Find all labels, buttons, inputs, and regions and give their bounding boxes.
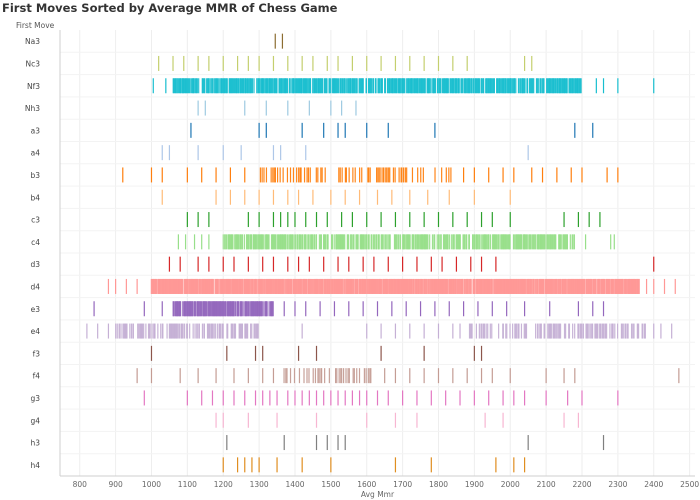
row-label-Nh3: Nh3 (25, 104, 40, 113)
row-label-e4: e4 (31, 327, 41, 336)
x-tick-label: 1100 (178, 480, 197, 489)
x-tick-label: 1300 (250, 480, 269, 489)
row-label-Na3: Na3 (25, 37, 40, 46)
x-axis-label: Avg Mmr (361, 490, 395, 499)
row-label-g3: g3 (30, 394, 40, 403)
x-tick-label: 2400 (644, 480, 663, 489)
row-label-b4: b4 (30, 193, 40, 202)
x-tick-label: 1500 (321, 480, 340, 489)
x-tick-label: 1700 (393, 480, 412, 489)
row-label-f3: f3 (33, 349, 41, 358)
row-label-f4: f4 (33, 372, 41, 381)
row-axis-header: First Move (16, 21, 55, 30)
row-label-a3: a3 (31, 126, 41, 135)
x-tick-label: 1400 (285, 480, 304, 489)
row-label-Nf3: Nf3 (27, 82, 40, 91)
x-tick-label: 2000 (501, 480, 520, 489)
row-label-Nc3: Nc3 (25, 59, 40, 68)
row-label-d3: d3 (30, 260, 40, 269)
x-tick-label: 900 (108, 480, 123, 489)
chart-title: First Moves Sorted by Average MMR of Che… (2, 1, 338, 15)
row-label-a4: a4 (31, 149, 41, 158)
x-tick-label: 1200 (214, 480, 233, 489)
row-label-c3: c3 (31, 216, 40, 225)
x-tick-label: 1000 (142, 480, 161, 489)
x-tick-label: 2300 (608, 480, 627, 489)
row-label-e3: e3 (31, 305, 41, 314)
row-label-h4: h4 (30, 461, 40, 470)
row-label-g4: g4 (30, 416, 40, 425)
row-label-d4: d4 (30, 282, 40, 291)
x-tick-label: 800 (73, 480, 88, 489)
x-tick-label: 1800 (429, 480, 448, 489)
row-label-b3: b3 (30, 171, 40, 180)
row-label-h3: h3 (30, 439, 40, 448)
x-tick-label: 2100 (537, 480, 556, 489)
x-tick-label: 1600 (357, 480, 376, 489)
x-tick-label: 1900 (465, 480, 484, 489)
x-tick-label: 2500 (680, 480, 699, 489)
x-tick-label: 2200 (572, 480, 591, 489)
row-label-c4: c4 (31, 238, 40, 247)
